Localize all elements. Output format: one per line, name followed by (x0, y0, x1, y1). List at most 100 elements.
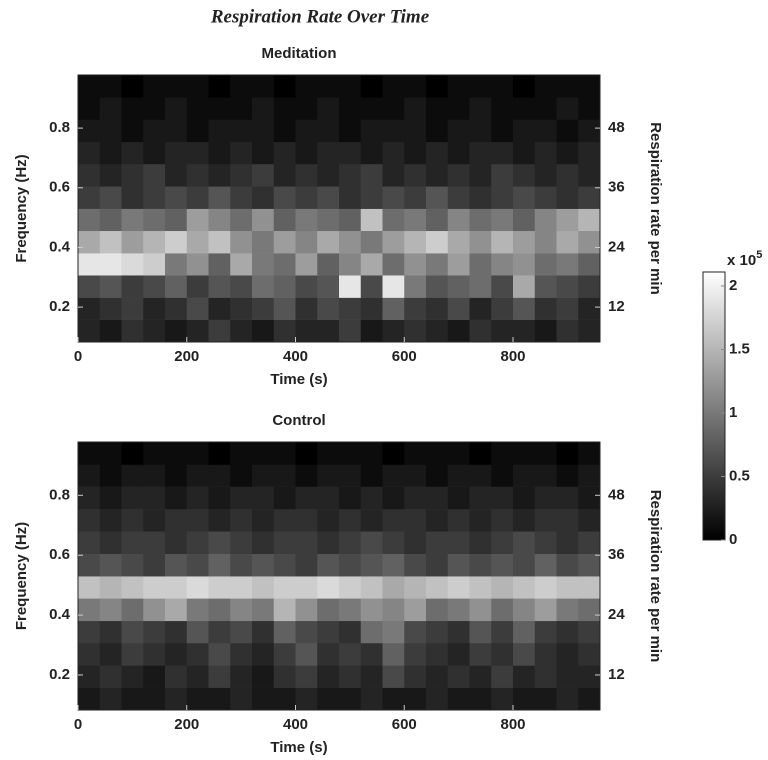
cell (186, 553, 209, 577)
cell (121, 163, 144, 187)
cell (491, 141, 514, 165)
cell (186, 509, 209, 532)
cell (165, 230, 188, 254)
cell (186, 665, 209, 688)
cell (78, 442, 101, 465)
cell (426, 486, 449, 510)
cell (99, 253, 122, 276)
cell (404, 186, 427, 209)
cell (121, 208, 144, 232)
cell (534, 598, 557, 622)
cell (339, 486, 362, 510)
cell (513, 208, 536, 232)
cell (317, 531, 340, 554)
cell (534, 687, 557, 711)
cell (469, 598, 492, 622)
cell (186, 576, 209, 599)
x-tick-label: 0 (74, 348, 82, 365)
cell (556, 486, 579, 510)
cell (534, 442, 557, 465)
cell (491, 620, 514, 644)
cell (252, 464, 275, 487)
cell (186, 163, 209, 187)
cell (360, 97, 383, 120)
cell (426, 509, 449, 532)
x-tick-label: 600 (392, 348, 417, 365)
cell (404, 598, 427, 622)
cell (382, 442, 405, 465)
cell (578, 464, 601, 487)
cell (382, 230, 405, 254)
x-tick-label: 800 (500, 348, 525, 365)
cell (143, 186, 166, 209)
y-tick-label: 0.4 (49, 606, 71, 623)
cell (165, 253, 188, 276)
cell (273, 275, 296, 298)
cell (491, 97, 514, 120)
cell (165, 642, 188, 666)
cell (534, 163, 557, 187)
cell (404, 119, 427, 143)
cell (339, 141, 362, 165)
cell (295, 687, 318, 711)
cell (208, 598, 231, 622)
cell (469, 319, 492, 343)
cell (99, 598, 122, 622)
cell (317, 253, 340, 276)
cell (78, 665, 101, 688)
cell (317, 509, 340, 532)
cell (186, 275, 209, 298)
cell (556, 509, 579, 532)
cell (404, 253, 427, 276)
cell (360, 553, 383, 577)
cell (99, 208, 122, 232)
cell (295, 598, 318, 622)
cell (360, 642, 383, 666)
cell (143, 464, 166, 487)
x-tick-label: 400 (283, 716, 308, 733)
cell (78, 208, 101, 232)
cell (578, 687, 601, 711)
cell (252, 598, 275, 622)
cell (317, 464, 340, 487)
cell (513, 253, 536, 276)
cell (360, 620, 383, 644)
cell (469, 230, 492, 254)
cell (186, 230, 209, 254)
cell (426, 687, 449, 711)
cell (208, 186, 231, 209)
y-axis-label: Frequency (Hz) (13, 522, 30, 630)
cell (186, 75, 209, 98)
cell (469, 509, 492, 532)
cell (404, 620, 427, 644)
cell (230, 163, 253, 187)
cell (143, 163, 166, 187)
cell (339, 297, 362, 320)
cell (78, 253, 101, 276)
cell (186, 598, 209, 622)
cell (404, 642, 427, 666)
cell (252, 687, 275, 711)
cell (513, 230, 536, 254)
cell (230, 642, 253, 666)
cell (317, 665, 340, 688)
cell (556, 163, 579, 187)
cell (143, 253, 166, 276)
cell (165, 75, 188, 98)
cell (317, 442, 340, 465)
cell (360, 665, 383, 688)
cell (230, 275, 253, 298)
cell (360, 297, 383, 320)
cell (99, 642, 122, 666)
cell (404, 486, 427, 510)
cell (99, 163, 122, 187)
cell (534, 186, 557, 209)
cell (252, 319, 275, 343)
cell (273, 598, 296, 622)
cell (360, 119, 383, 143)
colorbar-tick-label: 0.5 (729, 467, 750, 484)
cell (186, 297, 209, 320)
cell (447, 531, 470, 554)
cell (382, 531, 405, 554)
cell (404, 163, 427, 187)
